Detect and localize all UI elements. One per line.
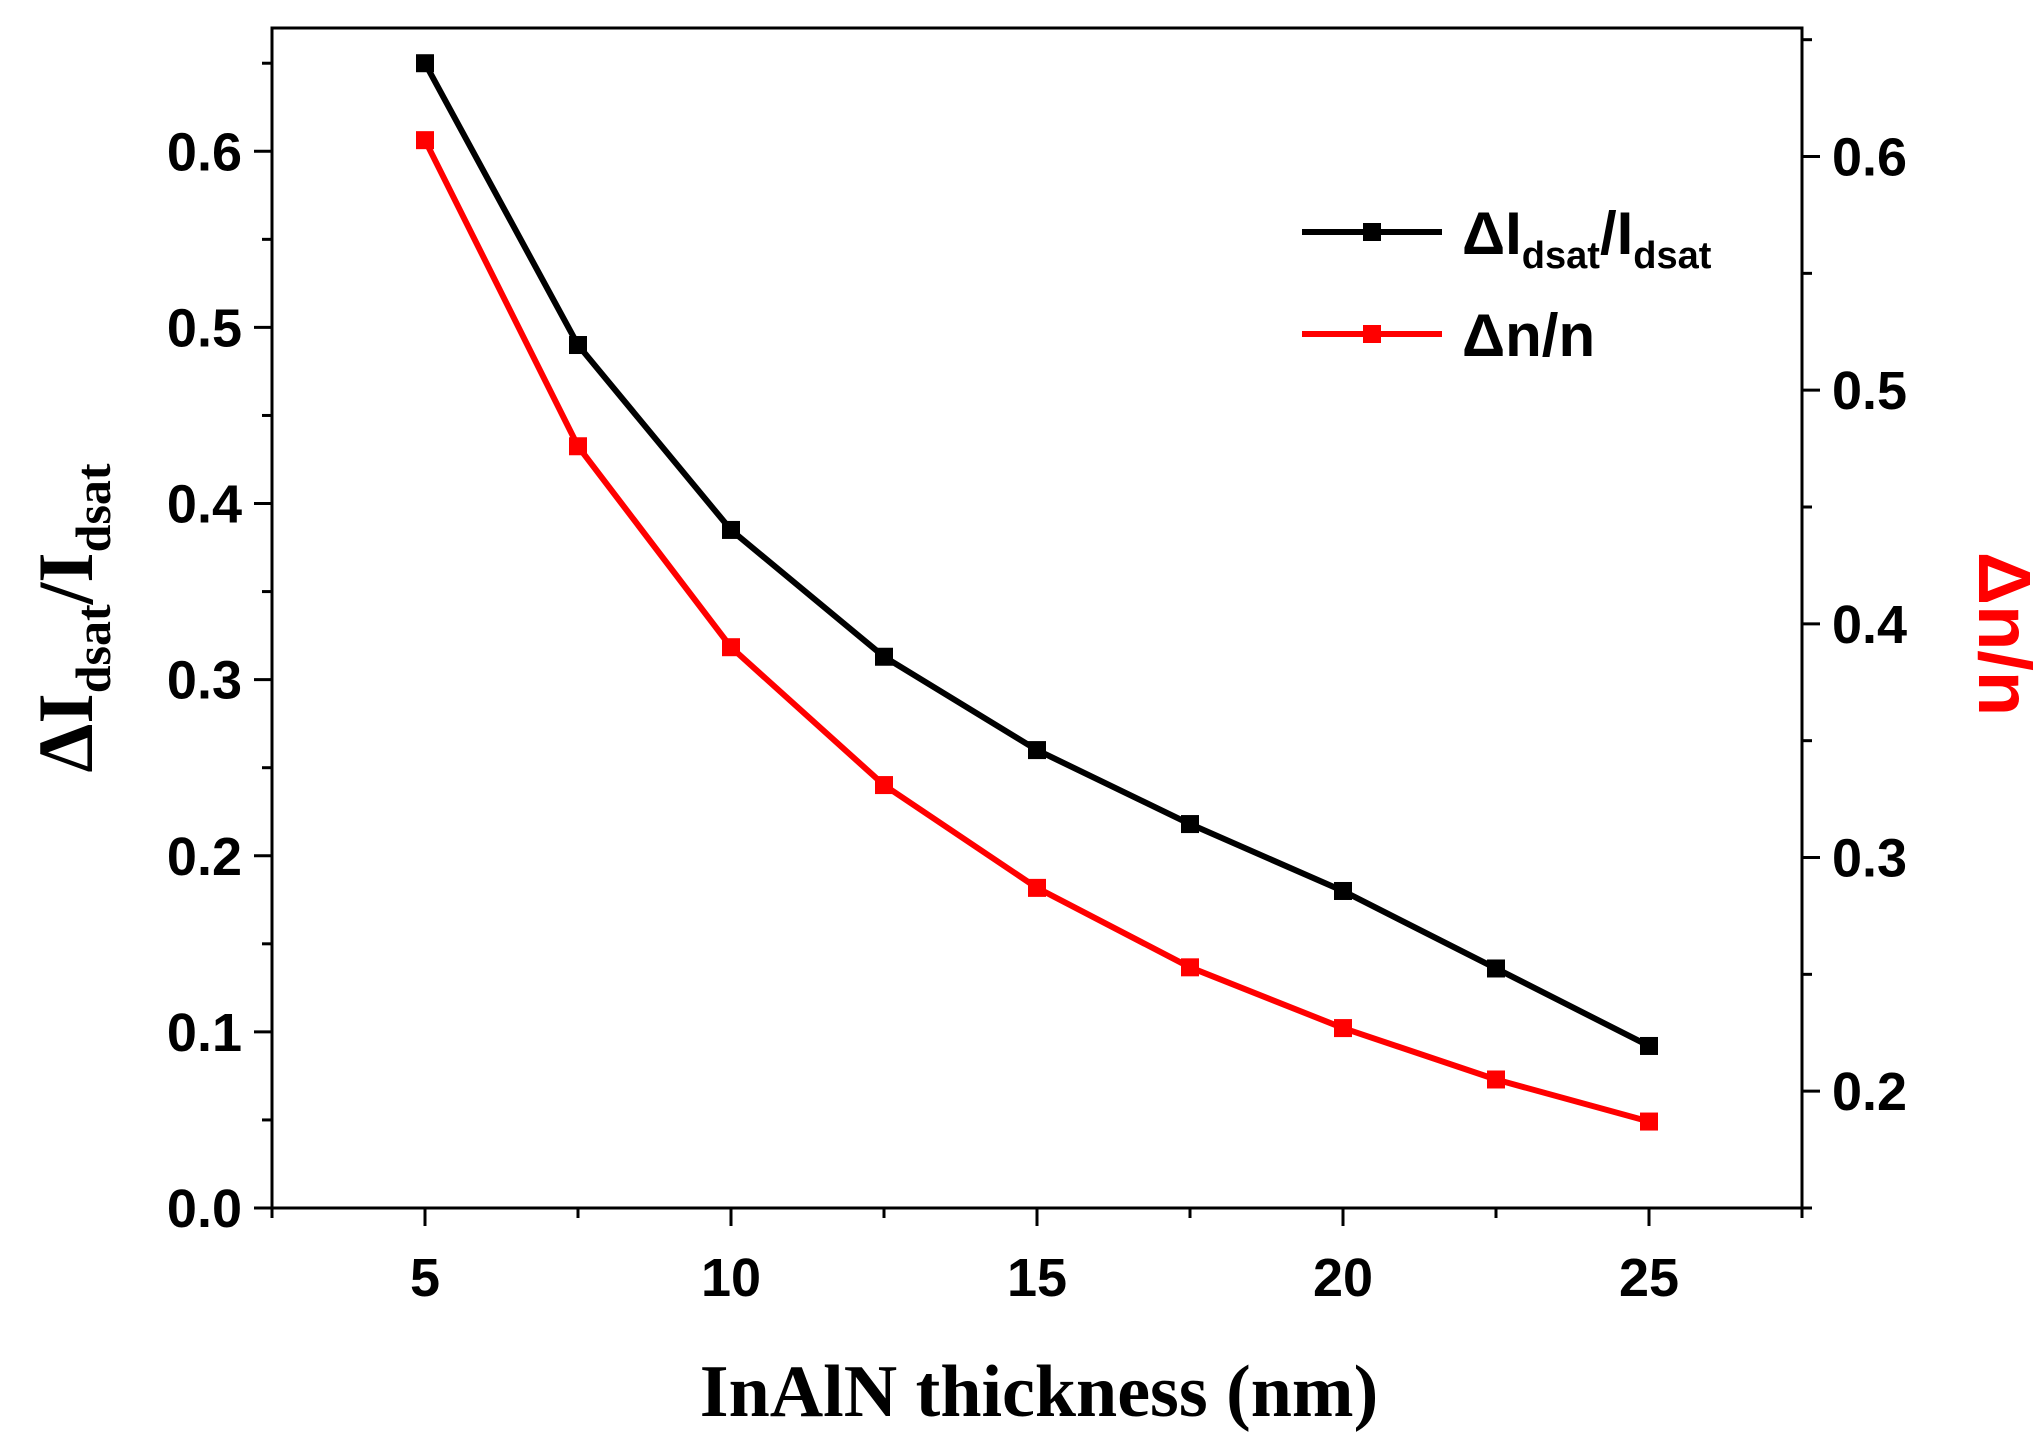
y-left-tick-label: 0.3 [167,651,242,711]
y-left-tick-label: 0.2 [167,827,242,887]
data-point [722,638,740,657]
data-point [875,647,893,666]
legend-item-1: ΔIdsat/Idsat [1302,200,1712,277]
x-tick-label: 5 [410,1248,440,1308]
data-point [1028,878,1046,897]
x-tick-label: 15 [1007,1248,1067,1308]
legend-marker [1363,223,1381,241]
y-left-tick-label: 0.0 [167,1179,242,1239]
axis-labels: InAlN thickness (nm) ΔIdsat/Idsat Δn/n [22,463,2044,1433]
data-point [1181,815,1199,834]
legend-label: ΔIdsat/Idsat [1462,200,1712,277]
data-point [1487,1070,1505,1089]
data-point [1028,741,1046,760]
legend-marker [1363,325,1381,343]
axis-ticks: 5 10 15 20 25 0.0 0.1 0.2 0.3 0.4 0.5 0.6 0.2 0.3 0.4 0… [167,38,1907,1308]
data-point [1640,1112,1658,1131]
x-axis-title: InAlN thickness (nm) [700,1351,1378,1433]
y-right-tick-label: 0.4 [1832,595,1907,655]
data-point [1640,1036,1658,1055]
x-tick-label: 25 [1619,1248,1679,1308]
data-point [722,520,740,539]
data-point [1487,959,1505,978]
x-tick-label: 10 [701,1248,761,1308]
y-left-axis-title: ΔIdsat/Idsat [22,463,121,772]
y-right-axis-title: Δn/n [1963,552,2044,716]
series-2 [416,131,1658,1131]
y-left-tick-label: 0.5 [167,298,242,358]
data-point [416,54,434,73]
data-point [875,776,893,795]
y-right-tick-label: 0.3 [1832,829,1907,889]
legend-label: Δn/n [1462,302,1595,369]
y-left-tick-label: 0.6 [167,122,242,182]
data-point [569,437,587,456]
data-point [1334,1019,1352,1038]
y-left-tick-label: 0.4 [167,475,242,535]
data-point [569,336,587,355]
x-tick-label: 20 [1313,1248,1373,1308]
series-1 [416,54,1658,1055]
legend-item-2: Δn/n [1302,302,1595,369]
data-point [1181,958,1199,977]
y-right-tick-label: 0.6 [1832,128,1907,188]
y-right-tick-label: 0.5 [1832,361,1907,421]
series-layer [416,54,1658,1131]
y-left-tick-label: 0.1 [167,1003,242,1063]
data-point [416,131,434,150]
y-right-tick-label: 0.2 [1832,1062,1907,1122]
series-line [422,138,1650,1125]
legend: ΔIdsat/Idsat Δn/n [1302,200,1712,369]
data-point [1334,881,1352,900]
